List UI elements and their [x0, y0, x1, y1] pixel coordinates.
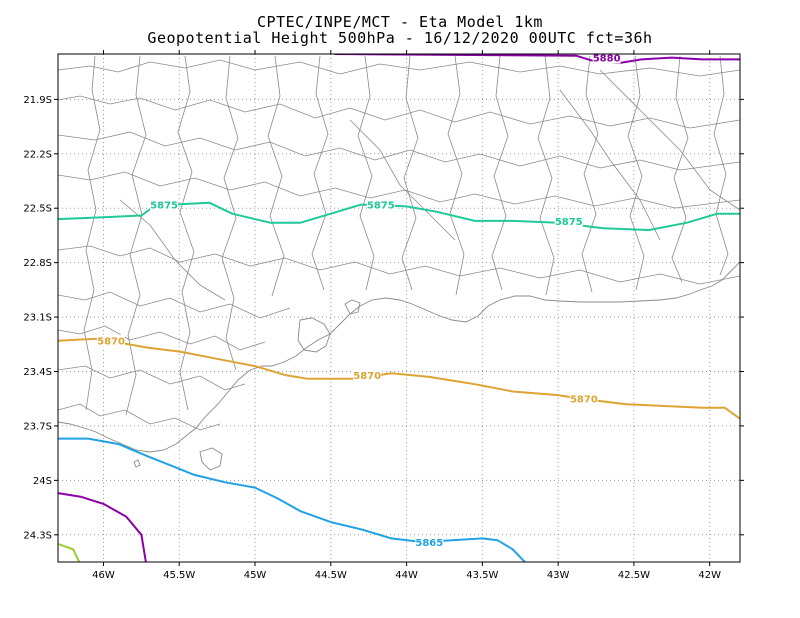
lon-tick-label: 42.5W: [618, 570, 650, 581]
svg-text:5870: 5870: [97, 337, 125, 348]
lat-tick-label: 23.1S: [23, 313, 52, 324]
svg-text:5870: 5870: [353, 371, 381, 382]
contour-5860-line: [58, 492, 147, 562]
contour-5875-label: 5875: [554, 214, 583, 228]
lat-tick-label: 22.8S: [23, 258, 52, 269]
contour-5855-line: [58, 542, 81, 562]
lon-tick-label: 43.5W: [466, 570, 498, 581]
map-subtitle: Geopotential Height 500hPa - 16/12/2020 …: [147, 29, 653, 47]
lon-tick-label: 43W: [547, 570, 570, 581]
svg-text:5865: 5865: [415, 538, 443, 549]
contour-5865-label: 5865: [415, 536, 444, 549]
municipal-borders: [58, 55, 740, 431]
contour-5870-label: 5870: [353, 369, 382, 382]
lat-tick-label: 23.4S: [23, 367, 52, 378]
contour-5875-label: 5875: [366, 198, 395, 212]
contour-5865-line: [58, 437, 526, 562]
contour-5870-label: 5870: [97, 334, 126, 348]
svg-text:5875: 5875: [367, 201, 395, 212]
lon-tick-label: 45.5W: [163, 570, 195, 581]
contour-5880-line: [334, 54, 740, 65]
map-title: CPTEC/INPE/MCT - Eta Model 1km: [257, 13, 543, 31]
contour-5870-label: 5870: [569, 392, 598, 406]
contour-5880-label: 5880: [592, 51, 621, 65]
contour-5875-label: 5875: [150, 198, 179, 212]
lat-lon-grid: [58, 54, 740, 562]
lat-tick-label: 23.7S: [23, 421, 52, 432]
height-contours: [58, 54, 740, 562]
contour-5870-line: [58, 337, 740, 420]
svg-text:5875: 5875: [555, 217, 583, 228]
lat-tick-label: 21.9S: [23, 95, 52, 106]
coastline: [58, 261, 740, 471]
lat-tick-label: 24S: [33, 476, 52, 487]
lon-tick-label: 42W: [698, 570, 721, 581]
lat-tick-label: 22.2S: [23, 149, 52, 160]
axes: 21.9S 22.2S 22.5S 22.8S 23.1S 23.4S 23.7S 24S 24…: [23, 50, 744, 581]
svg-text:5880: 5880: [593, 54, 621, 65]
lat-tick-label: 22.5S: [23, 204, 52, 215]
contour-labels: 5880 5875 5875 5875 5870 5870 5870 5865: [97, 51, 621, 549]
lon-tick-label: 44.5W: [315, 570, 347, 581]
svg-text:5875: 5875: [150, 201, 178, 212]
lon-tick-label: 44W: [395, 570, 418, 581]
map-frame: [57, 53, 741, 563]
lat-tick-label: 24.3S: [23, 530, 52, 541]
svg-text:5870: 5870: [570, 395, 598, 406]
lon-tick-label: 46W: [92, 570, 115, 581]
lon-tick-label: 45W: [244, 570, 267, 581]
